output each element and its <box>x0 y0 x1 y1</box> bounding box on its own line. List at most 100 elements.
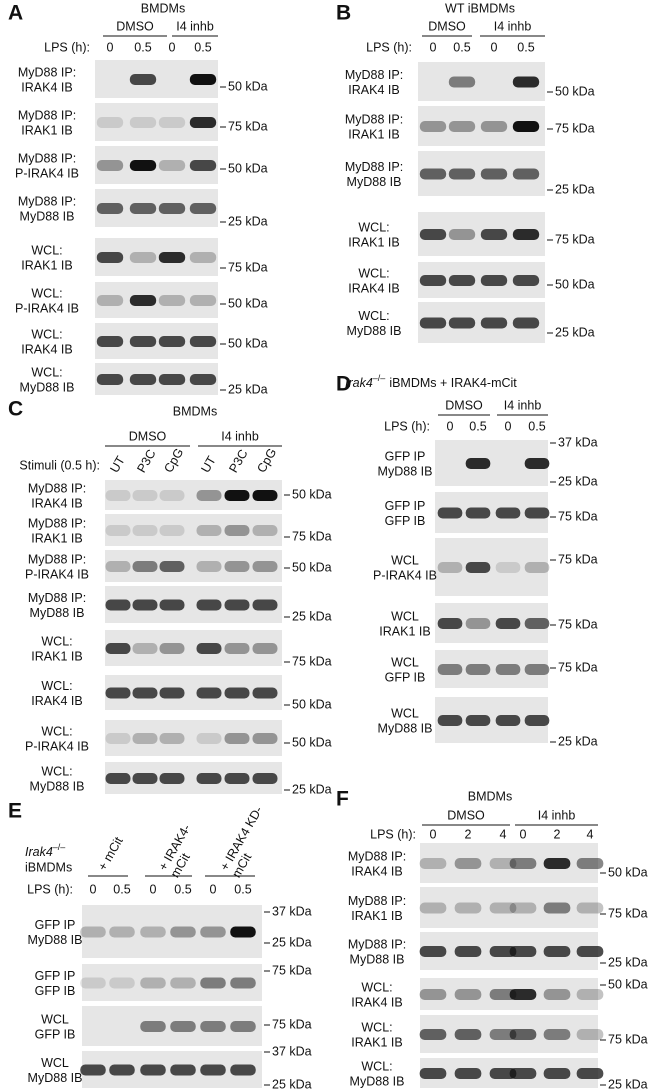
band <box>480 229 508 240</box>
marker-label: 50 kDa <box>228 161 268 175</box>
band <box>512 168 540 180</box>
band <box>140 926 166 938</box>
band <box>158 203 186 214</box>
panel-label: D <box>336 373 351 396</box>
band <box>159 599 185 611</box>
group-label: + mCit <box>95 834 126 873</box>
row-label: IRAK1 IB <box>21 123 72 137</box>
marker-label: 75 kDa <box>558 660 598 674</box>
row-label: IRAK4 IB <box>348 83 399 97</box>
band <box>252 561 278 572</box>
band <box>132 490 158 501</box>
row-label: WCL: <box>358 266 389 280</box>
lane-header: LPS (h): <box>44 40 90 54</box>
lane-label: 0 <box>430 40 437 54</box>
row-label: GFP IB <box>385 514 426 528</box>
row-label: WCL: <box>31 286 62 300</box>
band <box>140 977 166 989</box>
lane-label: 0.5 <box>517 40 534 54</box>
row-label: MyD88 IP: <box>28 516 86 530</box>
row-label: MyD88 IB <box>347 175 402 189</box>
band <box>159 561 185 572</box>
band <box>109 1064 135 1076</box>
band <box>96 252 124 263</box>
marker-label: 25 kDa <box>272 935 312 949</box>
band <box>189 203 217 214</box>
band <box>419 858 447 869</box>
row-label: GFP IP <box>385 449 426 463</box>
row-label: IRAK1 IB <box>351 909 402 923</box>
band <box>512 76 540 88</box>
band <box>105 599 131 611</box>
lane-label: 0 <box>491 40 498 54</box>
band <box>480 275 508 286</box>
band <box>158 295 186 306</box>
band <box>252 643 278 654</box>
row-label: WCL: <box>31 327 62 341</box>
band <box>129 160 157 171</box>
band <box>509 989 537 1000</box>
band <box>80 1064 106 1076</box>
band <box>200 1021 226 1032</box>
band <box>480 317 508 329</box>
band <box>543 1068 571 1079</box>
band <box>495 715 521 726</box>
lane-label: 0 <box>107 40 114 54</box>
row-label: WCL: <box>31 365 62 379</box>
row-label: MyD88 IP: <box>348 894 406 908</box>
band <box>224 490 250 501</box>
band <box>576 1068 604 1079</box>
band <box>189 117 217 128</box>
marker-label: 75 kDa <box>558 552 598 566</box>
band <box>224 773 250 784</box>
band <box>230 1021 256 1032</box>
band <box>132 643 158 654</box>
band <box>495 562 521 573</box>
lane-label: 0.5 <box>453 40 470 54</box>
group-label: DMSO <box>445 398 483 412</box>
row-label: IRAK1 IB <box>348 127 399 141</box>
band <box>524 664 550 675</box>
row-label: MyD88 IP: <box>18 108 76 122</box>
row-label: IRAK4 IB <box>351 864 402 878</box>
lane-label: 0 <box>447 419 454 433</box>
band <box>96 203 124 214</box>
row-label: WCL: <box>41 679 72 693</box>
row-label: WCL <box>391 609 419 623</box>
row-label: P-IRAK4 IB <box>15 166 79 180</box>
row-label: IRAK1 IB <box>31 649 82 663</box>
row-label: WCL: <box>41 724 72 738</box>
gene: Irak4 <box>345 376 373 390</box>
row-label: IRAK1 IB <box>348 235 399 249</box>
marker-label: 50 kDa <box>292 697 332 711</box>
band <box>224 561 250 572</box>
lane-label: 0 <box>505 419 512 433</box>
panel-title: BMDMs <box>468 789 512 803</box>
row-label: MyD88 IP: <box>28 591 86 605</box>
band <box>543 989 571 1000</box>
blot <box>105 480 282 510</box>
band <box>512 121 540 132</box>
row-label: GFP IP <box>385 499 426 513</box>
band <box>224 733 250 744</box>
row-label: IRAK4 IB <box>348 281 399 295</box>
band <box>437 664 463 675</box>
band <box>489 1068 517 1079</box>
row-label: WCL: <box>31 243 62 257</box>
band <box>105 687 131 699</box>
row-label: GFP IP <box>35 969 76 983</box>
lane-label: CpG <box>254 446 279 475</box>
band <box>200 1064 226 1076</box>
band <box>158 336 186 347</box>
band <box>129 374 157 385</box>
blot <box>105 720 282 756</box>
row-label: MyD88 IB <box>350 1074 405 1088</box>
band <box>96 117 124 128</box>
row-label: MyD88 IB <box>350 952 405 966</box>
band <box>489 902 517 914</box>
band <box>200 977 226 989</box>
row-label: IRAK4 IB <box>31 694 82 708</box>
band <box>465 664 491 675</box>
group-label: I4 inhb <box>504 398 542 412</box>
band <box>437 618 463 629</box>
